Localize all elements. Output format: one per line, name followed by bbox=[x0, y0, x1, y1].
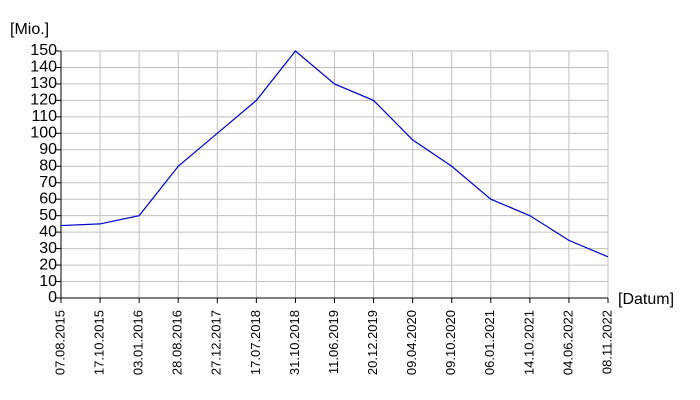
y-tick-label: 90 bbox=[39, 141, 57, 158]
y-tick-label: 20 bbox=[39, 256, 57, 273]
x-tick-label: 17.07.2018 bbox=[248, 310, 263, 375]
y-tick-label: 110 bbox=[31, 108, 57, 125]
x-tick-label: 27.12.2017 bbox=[209, 310, 224, 375]
y-tick-label: 0 bbox=[48, 289, 57, 306]
x-tick-label: 09.04.2020 bbox=[404, 310, 419, 375]
x-tick-label: 09.10.2020 bbox=[443, 310, 458, 375]
data-line bbox=[60, 50, 609, 258]
y-tick-label: 60 bbox=[39, 190, 57, 207]
y-tick-label: 140 bbox=[30, 59, 57, 76]
y-tick-label: 120 bbox=[30, 92, 57, 109]
y-tick-label: 150 bbox=[30, 42, 57, 59]
x-tick-label: 11.06.2019 bbox=[326, 310, 341, 374]
x-tick-label: 04.06.2022 bbox=[560, 310, 575, 375]
y-tick-label: 80 bbox=[39, 157, 57, 174]
x-tick-label: 31.10.2018 bbox=[287, 310, 302, 375]
y-tick-label: 30 bbox=[39, 240, 57, 257]
x-tick-label: 07.08.2015 bbox=[52, 310, 67, 375]
x-tick-label: 03.01.2016 bbox=[131, 310, 146, 375]
y-tick-label: 70 bbox=[39, 174, 57, 191]
y-tick-label: 50 bbox=[39, 207, 57, 224]
y-axis-label: [Mio.] bbox=[10, 21, 49, 38]
y-tick-label: 40 bbox=[39, 223, 57, 240]
x-tick-label: 17.10.2015 bbox=[92, 310, 107, 375]
y-tick-label: 10 bbox=[39, 273, 57, 290]
x-tick-label: 28.08.2016 bbox=[170, 310, 185, 375]
y-tick-label: 130 bbox=[30, 75, 57, 92]
x-axis-label: [Datum] bbox=[618, 291, 674, 308]
x-tick-label: 20.12.2019 bbox=[365, 310, 380, 375]
x-tick-label: 14.10.2021 bbox=[521, 310, 536, 375]
x-tick-label: 06.01.2021 bbox=[482, 310, 497, 375]
y-tick-label: 100 bbox=[30, 125, 57, 142]
x-tick-label: 08.11.2022 bbox=[599, 310, 614, 374]
